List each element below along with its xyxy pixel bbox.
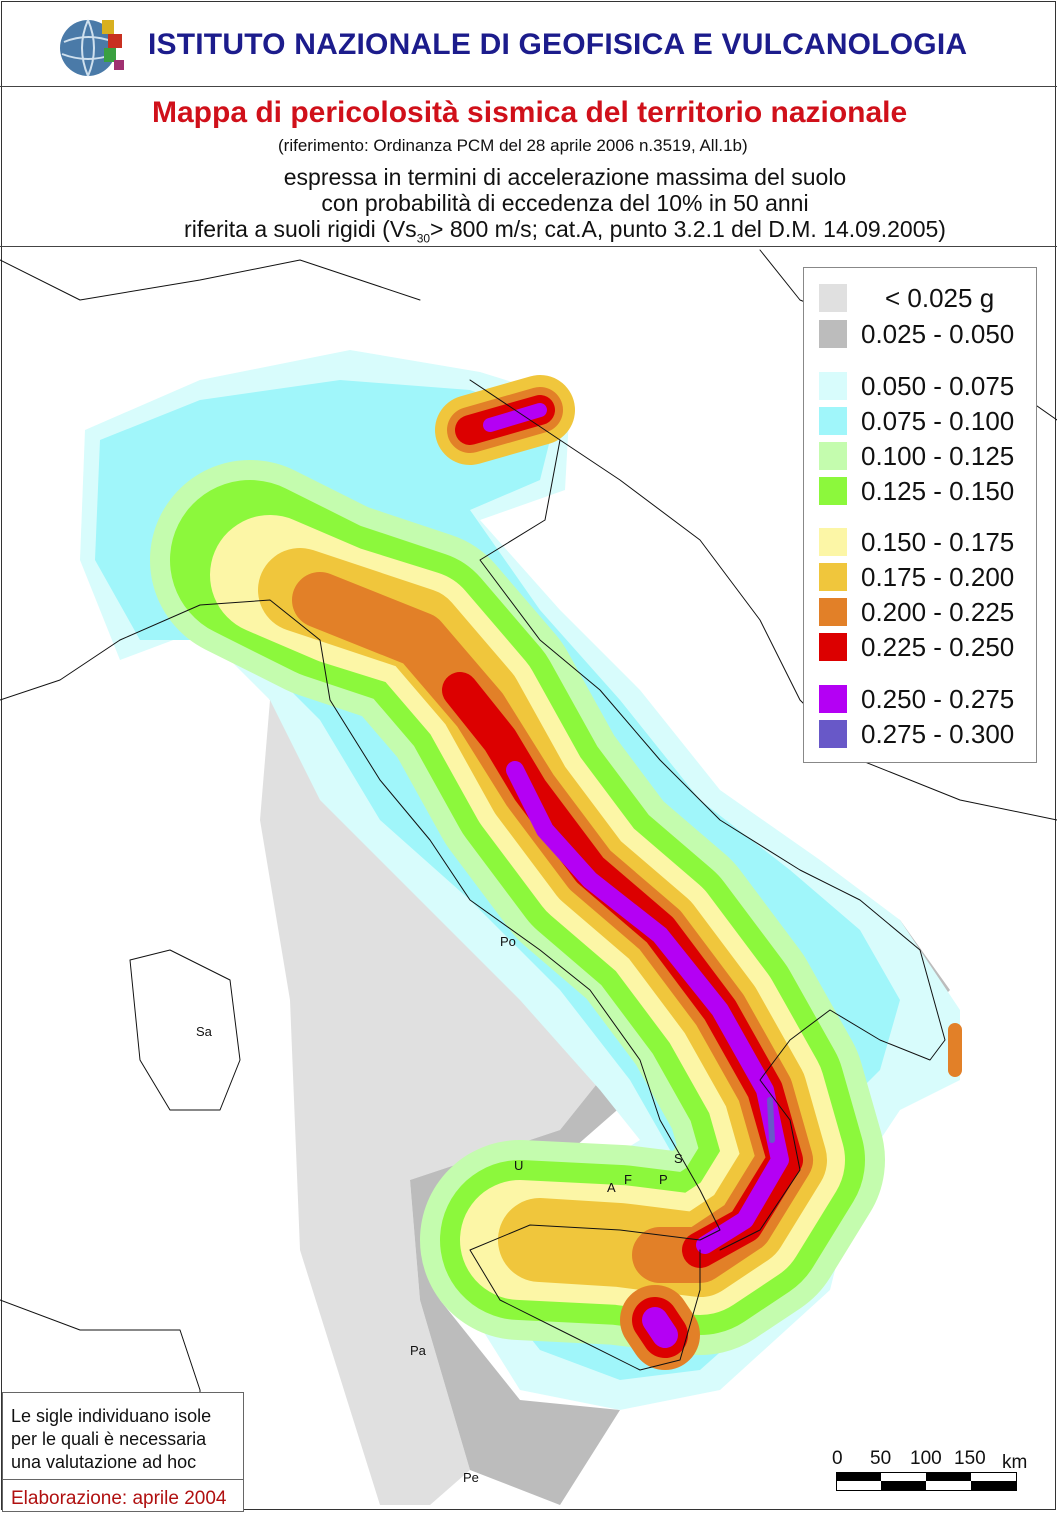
legend-swatch [819, 442, 847, 470]
subtitle-line-2: con probabilità di eccedenza del 10% in … [321, 190, 809, 216]
legend-item: 0.050 - 0.075 [819, 370, 1015, 401]
legend-label: 0.200 - 0.225 [861, 596, 1015, 627]
islands-note: Le sigle individuano isole per le quali è… [2, 1392, 244, 1512]
legend-label: 0.125 - 0.150 [861, 475, 1015, 506]
legend-label: 0.050 - 0.075 [861, 370, 1015, 401]
island-label-p: P [659, 1172, 668, 1187]
legend-swatch [819, 563, 847, 591]
legend-swatch [819, 284, 847, 312]
island-label-sa: Sa [196, 1024, 213, 1039]
subtitle-line-3: riferita a suoli rigidi (Vs30> 800 m/s; … [184, 216, 946, 246]
legend-item: 0.125 - 0.150 [819, 475, 1015, 506]
legend-label: 0.225 - 0.250 [861, 631, 1015, 662]
hazard-map: Po Sa U A F P S Pa Pe [0, 249, 1057, 1511]
legend-item: 0.025 - 0.050 [819, 318, 1015, 349]
island-label-f: F [624, 1172, 632, 1187]
legend-label: 0.025 - 0.050 [861, 318, 1015, 349]
legend-swatch [819, 477, 847, 505]
legend-item: 0.250 - 0.275 [819, 683, 1015, 714]
scale-tick: 150 [954, 1448, 986, 1469]
legend-label: 0.150 - 0.175 [861, 526, 1015, 557]
scale-unit: km [1002, 1452, 1028, 1473]
note-line: Le sigle individuano isole [11, 1406, 212, 1426]
legend-swatch [819, 633, 847, 661]
note-line: per le quali è necessaria [11, 1429, 207, 1449]
island-label-pe: Pe [463, 1470, 479, 1485]
legend-swatch [819, 598, 847, 626]
legend-swatch [819, 407, 847, 435]
subtitle-line-1: espressa in termini di accelerazione mas… [283, 164, 847, 190]
island-label-pa: Pa [410, 1343, 427, 1358]
hazard-zone-gray [200, 610, 640, 1505]
title-block: Mappa di pericolosità sismica del territ… [0, 86, 1057, 247]
island-label-u: U [514, 1158, 523, 1173]
note-line: una valutazione ad hoc [11, 1452, 197, 1472]
legend-item: 0.100 - 0.125 [819, 440, 1015, 471]
island-label-a: A [607, 1180, 616, 1195]
ingv-logo [60, 19, 124, 77]
hazard-bands-apennines [150, 375, 962, 1370]
legend-swatch [819, 528, 847, 556]
legend-label: 0.250 - 0.275 [861, 683, 1015, 714]
legend-label: 0.100 - 0.125 [861, 440, 1015, 471]
legend-swatch [819, 685, 847, 713]
elaboration-date: Elaborazione: aprile 2004 [3, 1479, 243, 1510]
legend-item: 0.200 - 0.225 [819, 596, 1015, 627]
legend-label: 0.275 - 0.300 [861, 718, 1015, 749]
reference-text: (riferimento: Ordinanza PCM del 28 april… [278, 136, 748, 155]
hazard-zone-lightgray [260, 700, 600, 1505]
legend-label: < 0.025 g [885, 282, 995, 313]
island-label-po: Po [500, 934, 516, 949]
legend-item: 0.075 - 0.100 [819, 405, 1015, 436]
scale-tick: 0 [832, 1448, 843, 1469]
legend-item: 0.175 - 0.200 [819, 561, 1015, 592]
legend-item: 0.150 - 0.175 [819, 526, 1015, 557]
legend-item: < 0.025 g [819, 282, 995, 313]
institute-name: ISTITUTO NAZIONALE DI GEOFISICA E VULCAN… [148, 28, 968, 61]
scale-tick: 50 [870, 1448, 892, 1469]
legend-swatch [819, 372, 847, 400]
island-label-s: S [674, 1151, 683, 1166]
legend-swatch [819, 320, 847, 348]
legend-item: 0.225 - 0.250 [819, 631, 1015, 662]
legend-swatch [819, 720, 847, 748]
legend-label: 0.075 - 0.100 [861, 405, 1015, 436]
scale-bar-graphic [836, 1472, 1017, 1491]
header: ISTITUTO NAZIONALE DI GEOFISICA E VULCAN… [0, 0, 1057, 87]
legend-label: 0.175 - 0.200 [861, 561, 1015, 592]
legend-item: 0.275 - 0.300 [819, 718, 1015, 749]
scale-tick: 100 [910, 1448, 942, 1469]
legend: < 0.025 g 0.025 - 0.050 0.050 - 0.075 0.075… [803, 267, 1037, 763]
island-labels: Po Sa U A F P S Pa Pe [196, 934, 683, 1485]
map-title: Mappa di pericolosità sismica del territ… [152, 96, 908, 129]
coastlines [0, 249, 1057, 1511]
